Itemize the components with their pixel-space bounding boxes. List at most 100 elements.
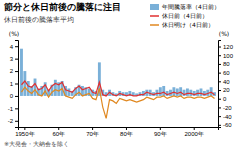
tick-label: 0 bbox=[10, 93, 14, 99]
tick: 90年 bbox=[154, 127, 167, 137]
bar bbox=[67, 88, 70, 95]
y2-axis-line bbox=[219, 41, 222, 128]
bar bbox=[27, 81, 30, 96]
tick-label: -40 bbox=[223, 114, 232, 120]
tick: 70年 bbox=[86, 127, 99, 137]
tick: 120 bbox=[218, 44, 234, 50]
tick: 80年 bbox=[120, 127, 133, 137]
bar bbox=[156, 90, 159, 96]
tick-label: 100 bbox=[223, 53, 234, 59]
tick-label: 3 bbox=[10, 56, 14, 62]
tick-mark bbox=[218, 81, 221, 82]
tick-mark bbox=[218, 116, 221, 117]
tick-label: 80 bbox=[223, 61, 230, 67]
tick: 4 bbox=[10, 44, 18, 50]
tick-mark bbox=[92, 127, 93, 130]
tick-mark bbox=[218, 64, 221, 65]
tick-mark bbox=[218, 47, 221, 48]
tick-mark bbox=[15, 59, 18, 60]
legend: 年間騰落率（4日前）休日前（4日前）休日明け（4日前） bbox=[150, 3, 220, 29]
tick-label: 40 bbox=[223, 79, 230, 85]
y-axis-line bbox=[15, 41, 19, 128]
tick-label: 60年 bbox=[52, 131, 65, 137]
bar-series bbox=[20, 49, 216, 96]
tick-label: 4 bbox=[10, 44, 14, 50]
tick-mark bbox=[218, 55, 221, 56]
tick-label: 0 bbox=[223, 96, 227, 102]
tick-label: 120 bbox=[223, 44, 234, 50]
tick-label: 80年 bbox=[120, 131, 133, 137]
tick-mark bbox=[218, 73, 221, 74]
bar bbox=[159, 87, 162, 96]
tick: 20 bbox=[218, 87, 230, 93]
tick: 40 bbox=[218, 79, 230, 85]
tick: 60 bbox=[218, 70, 230, 76]
tick-label: -60 bbox=[223, 122, 232, 128]
bar bbox=[200, 88, 203, 95]
tick: 0 bbox=[218, 96, 227, 102]
bar bbox=[196, 90, 199, 96]
tick: 80 bbox=[218, 61, 230, 67]
tick: -40 bbox=[218, 114, 232, 120]
note: ※大発会・大納会を除く bbox=[4, 140, 69, 148]
bar bbox=[189, 90, 192, 96]
tick: 100 bbox=[218, 53, 234, 59]
tick-mark bbox=[15, 71, 18, 72]
tick: -20 bbox=[218, 105, 232, 111]
line bbox=[21, 87, 214, 118]
x-axis: 1950年 60年 70年 80年 90年 2000年 bbox=[15, 127, 218, 137]
tick: -60 bbox=[218, 122, 232, 128]
tick-label: 20 bbox=[223, 87, 230, 93]
tick-mark bbox=[126, 127, 127, 130]
chart: 節分と休日前後の騰落に注目休日前後の騰落率平均 1950年 60年 70年 80年 90年… bbox=[0, 0, 240, 149]
tick-label: 70年 bbox=[86, 131, 99, 137]
tick-mark bbox=[15, 108, 18, 109]
bar bbox=[176, 88, 179, 95]
subtitle: 休日前後の騰落率平均 bbox=[4, 16, 74, 24]
tick-label: -2 bbox=[8, 118, 14, 124]
tick-mark bbox=[24, 127, 25, 130]
tick-mark bbox=[218, 107, 221, 108]
tick-mark bbox=[15, 96, 18, 97]
tick-mark bbox=[160, 127, 161, 130]
plot-area bbox=[20, 49, 216, 119]
x-axis-line bbox=[19, 128, 219, 131]
tick-mark bbox=[194, 127, 195, 130]
y-axis-label: (%) bbox=[9, 30, 19, 37]
bar bbox=[162, 86, 165, 96]
legend-swatch bbox=[150, 24, 159, 26]
tick-mark bbox=[218, 90, 221, 91]
y-axis: -2 -1 0 1 2 3 4 bbox=[8, 41, 19, 128]
tick-label: 60 bbox=[223, 70, 230, 76]
bar bbox=[34, 79, 37, 96]
legend-label: 休日前（4日前） bbox=[162, 12, 208, 20]
tick-mark bbox=[218, 99, 221, 100]
tick: 60年 bbox=[52, 127, 65, 137]
tick-mark bbox=[15, 84, 18, 85]
bar bbox=[54, 80, 57, 96]
bar bbox=[20, 49, 23, 96]
tick: 0 bbox=[10, 93, 18, 99]
bar bbox=[186, 88, 189, 95]
tick-label: 90年 bbox=[154, 131, 167, 137]
y2-axis-label: (%) bbox=[219, 30, 229, 37]
legend-swatch bbox=[150, 4, 159, 10]
title: 節分と休日前後の騰落に注目 bbox=[3, 2, 121, 12]
y2-axis: -60 -40 -20 0 20 40 60 80 100 120 bbox=[218, 41, 234, 129]
tick-label: 1 bbox=[10, 81, 14, 87]
tick: 3 bbox=[10, 56, 18, 62]
legend-swatch bbox=[150, 15, 159, 17]
tick-label: 2000年 bbox=[185, 131, 204, 137]
legend-label: 休日明け（4日前） bbox=[162, 21, 214, 29]
tick-mark bbox=[218, 125, 221, 126]
tick-label: 2 bbox=[10, 68, 14, 74]
tick-label: -20 bbox=[223, 105, 232, 111]
tick-mark bbox=[58, 127, 59, 130]
tick-label: -1 bbox=[8, 106, 14, 112]
tick-mark bbox=[15, 46, 18, 47]
tick: -1 bbox=[8, 106, 18, 112]
tick: 2 bbox=[10, 68, 18, 74]
tick: 2000年 bbox=[185, 127, 204, 137]
tick: 1950年 bbox=[15, 127, 34, 137]
tick-label: 1950年 bbox=[15, 131, 34, 137]
